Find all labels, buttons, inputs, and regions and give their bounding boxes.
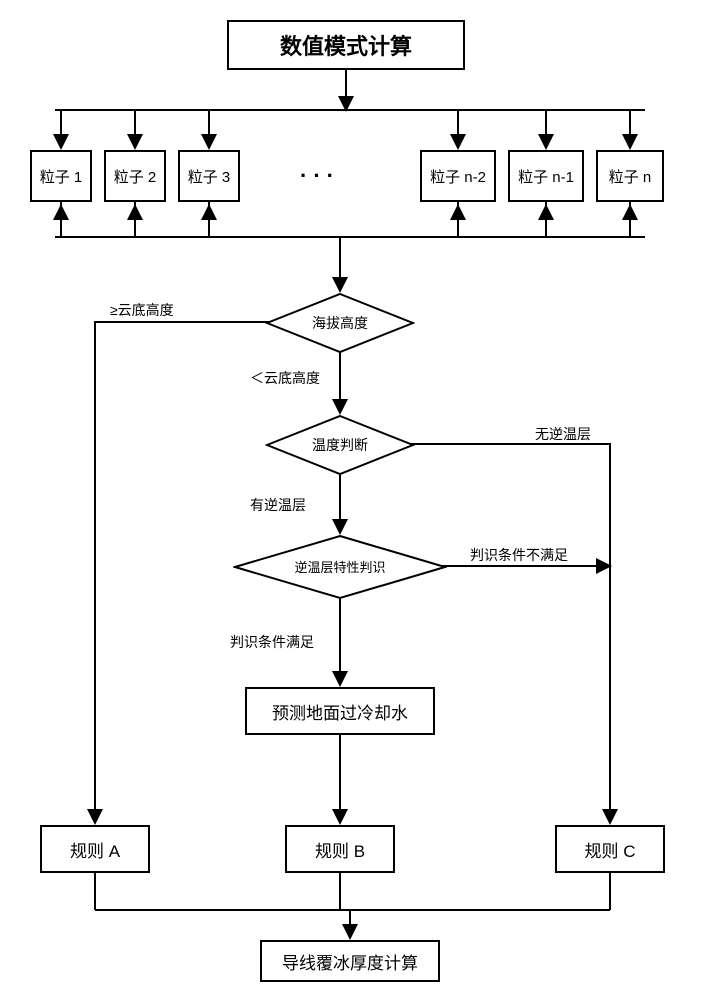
- label-ge-cloud: ≥云底高度: [110, 300, 174, 320]
- predict-box: 预测地面过冷却水: [245, 687, 435, 735]
- rule-c: 规则 C: [555, 825, 665, 873]
- particle-3: 粒子 3: [178, 150, 240, 202]
- label-met: 判识条件满足: [230, 632, 314, 652]
- svg-text:温度判断: 温度判断: [312, 437, 368, 453]
- rule-a: 规则 A: [40, 825, 150, 873]
- particle-n: 粒子 n: [596, 150, 664, 202]
- inversion-decision: 逆温层特性判识: [233, 534, 447, 600]
- label-has-inversion: 有逆温层: [250, 495, 306, 515]
- particle-2: 粒子 2: [104, 150, 166, 202]
- rule-b: 规则 B: [285, 825, 395, 873]
- label-not-met: 判识条件不满足: [470, 545, 568, 565]
- particle-ellipsis: ···: [300, 163, 340, 189]
- particle-n-1: 粒子 n-1: [508, 150, 584, 202]
- particle-n-2: 粒子 n-2: [420, 150, 496, 202]
- altitude-decision: 海拔高度: [265, 292, 415, 354]
- svg-text:海拔高度: 海拔高度: [312, 315, 368, 331]
- label-lt-cloud: ＜云底高度: [250, 368, 320, 388]
- final-box: 导线覆冰厚度计算: [260, 940, 440, 982]
- particle-1: 粒子 1: [30, 150, 92, 202]
- title-box: 数值模式计算: [227, 20, 465, 70]
- label-no-inversion: 无逆温层: [535, 424, 591, 444]
- temp-decision: 温度判断: [265, 414, 415, 476]
- svg-text:逆温层特性判识: 逆温层特性判识: [294, 560, 385, 575]
